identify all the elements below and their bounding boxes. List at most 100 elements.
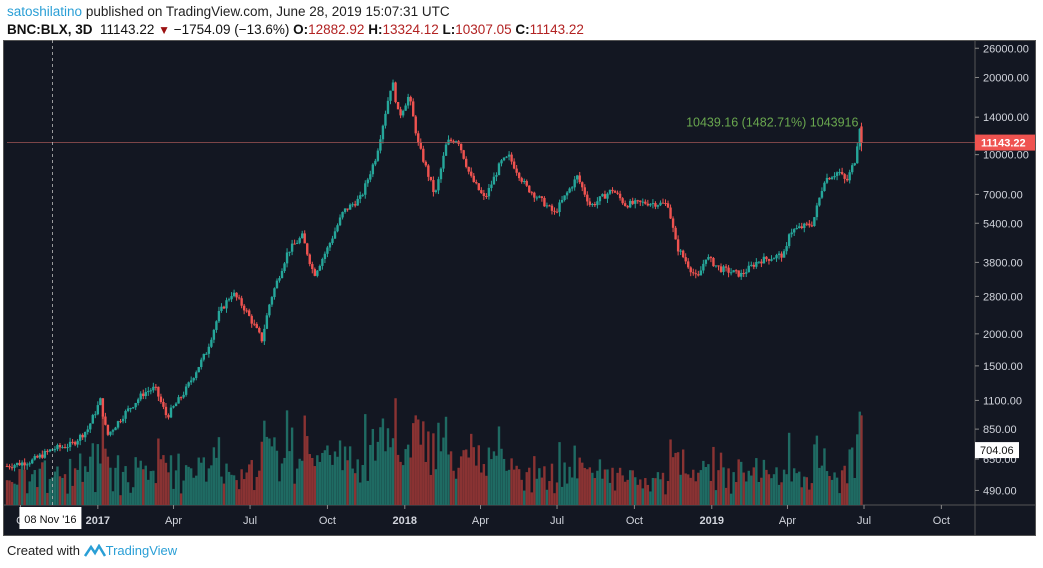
volume-bar bbox=[15, 484, 19, 505]
candle-body bbox=[321, 259, 324, 266]
candle-body bbox=[795, 227, 798, 230]
tradingview-logo-icon bbox=[83, 543, 106, 557]
candle-body bbox=[76, 440, 79, 445]
candle-body bbox=[422, 148, 425, 162]
volume-bar bbox=[671, 457, 675, 505]
candle-body bbox=[656, 205, 660, 207]
volume-bar bbox=[366, 480, 369, 505]
candle-body bbox=[53, 449, 57, 451]
created-with-text: Created with bbox=[7, 543, 80, 558]
volume-bar bbox=[109, 467, 112, 505]
volume-bar bbox=[174, 470, 178, 505]
candle-body bbox=[73, 442, 77, 445]
candle-body bbox=[84, 431, 87, 438]
candle-body bbox=[361, 194, 364, 196]
candle-body bbox=[222, 306, 226, 309]
volume-bar bbox=[442, 437, 445, 505]
candle-body bbox=[318, 265, 322, 271]
candle-body bbox=[46, 450, 49, 452]
volume-bar bbox=[545, 489, 549, 505]
candle-body bbox=[803, 223, 806, 229]
candle-body bbox=[641, 201, 645, 203]
volume-bar bbox=[828, 476, 831, 505]
volume-bar bbox=[306, 436, 309, 505]
volume-bar bbox=[674, 452, 677, 505]
volume-bar bbox=[510, 458, 513, 505]
volume-bar bbox=[13, 483, 16, 505]
volume-bar bbox=[603, 469, 607, 505]
volume-bar bbox=[702, 460, 705, 505]
volume-bar bbox=[78, 453, 82, 505]
volume-bar bbox=[525, 472, 528, 505]
volume-bar bbox=[765, 469, 768, 505]
volume-bar bbox=[454, 478, 458, 505]
candle-body bbox=[727, 267, 730, 273]
tradingview-link[interactable]: TradingView bbox=[105, 543, 178, 558]
candle-body bbox=[570, 187, 574, 189]
volume-bar bbox=[139, 460, 142, 505]
candle-body bbox=[419, 142, 422, 149]
candle-body bbox=[790, 232, 793, 235]
volume-bar bbox=[808, 489, 811, 505]
last-price: 11143.22 bbox=[100, 22, 155, 37]
candle-body bbox=[376, 150, 380, 161]
candle-body bbox=[792, 229, 796, 233]
volume-bar bbox=[338, 440, 342, 505]
candle-body bbox=[838, 172, 841, 174]
candle-body bbox=[475, 182, 478, 184]
price-chart[interactable]: 26000.00 20000.00 14000.00 10000.00 7000.00 5… bbox=[3, 40, 1039, 536]
publish-info: satoshilatino published on TradingView.c… bbox=[7, 4, 450, 19]
author-link[interactable]: satoshilatino bbox=[7, 4, 83, 19]
candle-body bbox=[553, 210, 556, 212]
volume-bar bbox=[205, 481, 208, 505]
volume-bar bbox=[222, 483, 226, 505]
candle-body bbox=[833, 175, 836, 178]
volume-bar bbox=[835, 477, 839, 505]
candle-body bbox=[520, 178, 523, 182]
volume-bar bbox=[53, 471, 57, 505]
volume-bar bbox=[687, 474, 690, 505]
volume-bar bbox=[437, 422, 440, 505]
candle-body bbox=[25, 464, 29, 466]
volume-bar bbox=[750, 475, 753, 505]
volume-bar bbox=[159, 459, 163, 505]
volume-bar bbox=[129, 492, 132, 505]
volume-bar bbox=[591, 472, 594, 505]
volume-bar bbox=[697, 472, 700, 505]
volume-bar bbox=[449, 451, 453, 505]
candle-body bbox=[351, 204, 354, 206]
volume-bar bbox=[576, 478, 579, 505]
volume-bar bbox=[427, 431, 430, 505]
volume-bar bbox=[399, 461, 402, 505]
volume-bar bbox=[280, 463, 284, 505]
volume-bar bbox=[323, 450, 327, 505]
volume-bar bbox=[391, 438, 395, 505]
candle-body bbox=[379, 139, 382, 151]
candle-body bbox=[417, 133, 420, 143]
volume-bar bbox=[646, 484, 650, 505]
volume-bar bbox=[601, 478, 604, 505]
volume-bar bbox=[230, 474, 233, 505]
crosshair-price-label: 704.06 bbox=[980, 445, 1014, 457]
volume-bar bbox=[152, 470, 155, 505]
candle-body bbox=[364, 183, 367, 195]
candle-body bbox=[772, 258, 776, 260]
candle-body bbox=[734, 270, 738, 272]
candle-body bbox=[159, 396, 163, 402]
volume-bar bbox=[179, 493, 183, 505]
close-value: 11143.22 bbox=[529, 22, 584, 37]
y-tick-label: 10000.00 bbox=[983, 150, 1029, 162]
volume-bar bbox=[679, 474, 682, 505]
candle-body bbox=[661, 202, 665, 204]
candle-body bbox=[242, 305, 246, 311]
candle-body bbox=[134, 403, 137, 408]
volume-bar bbox=[242, 479, 246, 505]
volume-bar bbox=[570, 477, 574, 505]
candle-body bbox=[265, 315, 269, 329]
candle-body bbox=[48, 449, 52, 452]
volume-bar bbox=[598, 459, 602, 505]
volume-bar bbox=[684, 473, 687, 505]
volume-bar bbox=[490, 459, 493, 505]
candle-body bbox=[712, 258, 715, 267]
candle-body bbox=[66, 447, 69, 449]
